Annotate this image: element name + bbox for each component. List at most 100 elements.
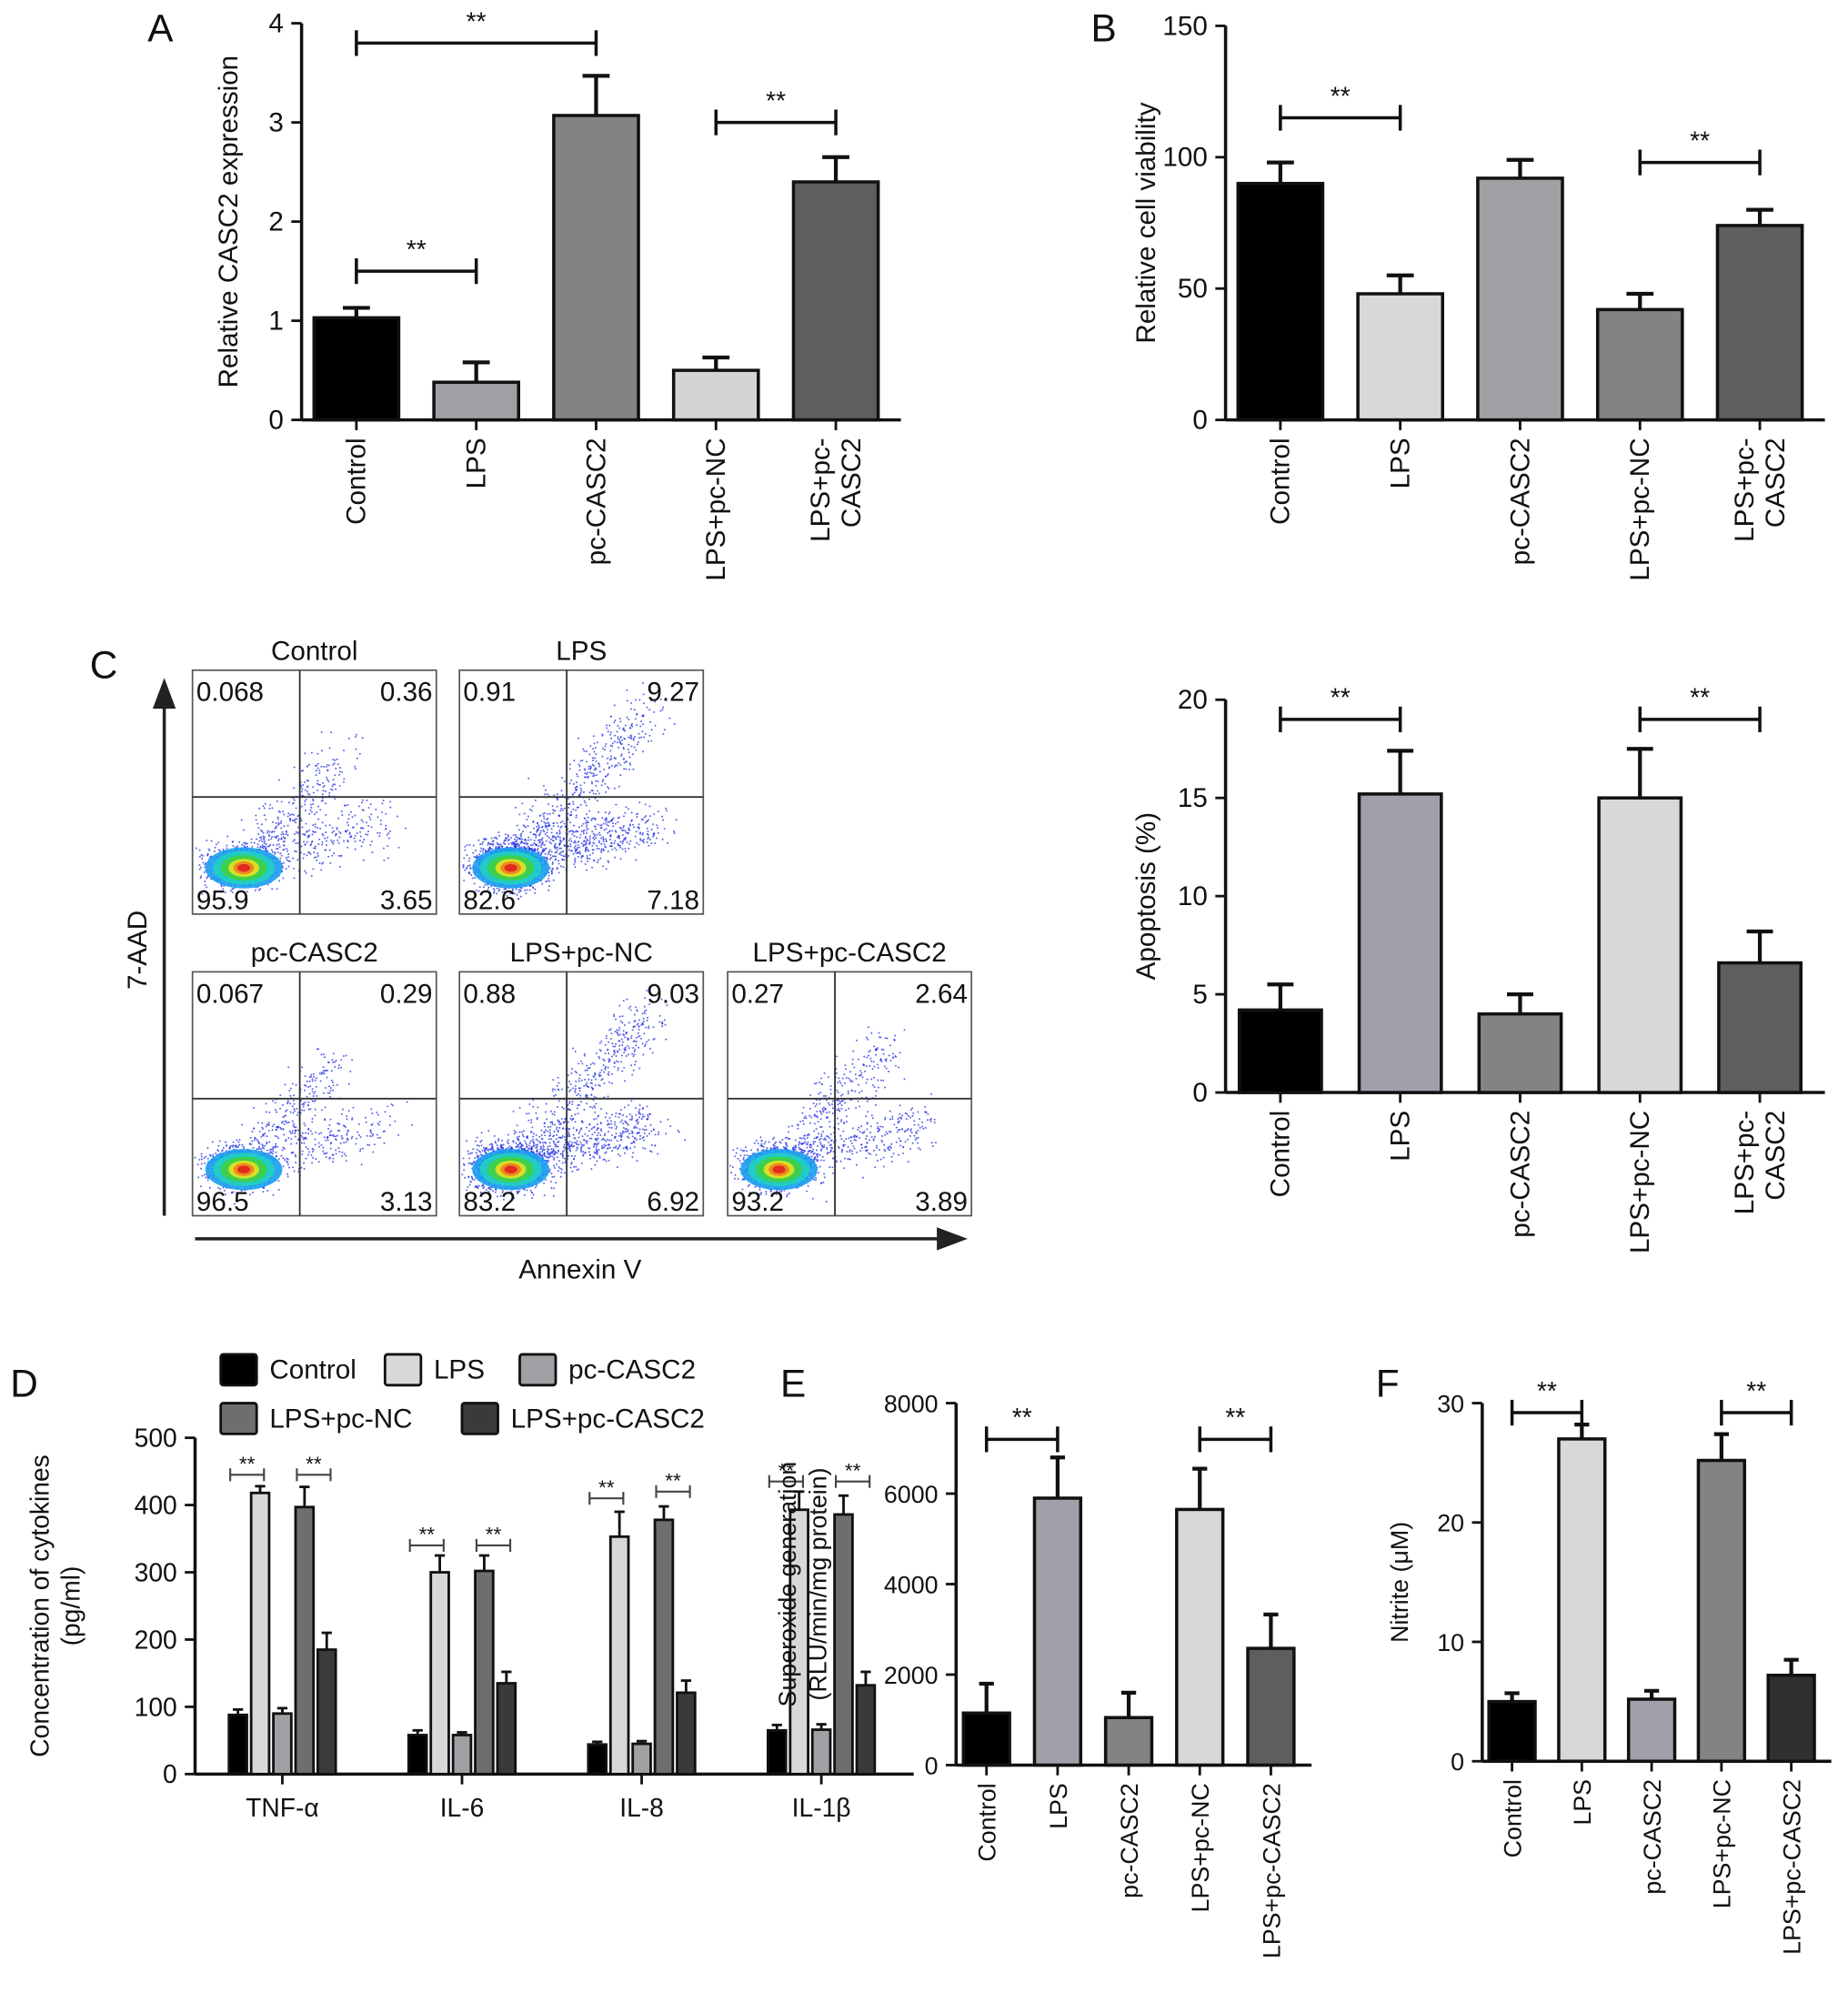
event-dot bbox=[610, 764, 613, 767]
event-dot bbox=[251, 1140, 254, 1142]
event-dot bbox=[200, 1155, 203, 1158]
event-dot bbox=[315, 774, 317, 777]
event-dot bbox=[514, 892, 516, 895]
event-dot bbox=[300, 1166, 303, 1169]
event-dot bbox=[572, 808, 575, 810]
event-dot bbox=[488, 846, 491, 849]
event-dot bbox=[647, 838, 649, 840]
event-dot bbox=[500, 846, 503, 849]
event-dot bbox=[586, 824, 588, 827]
event-dot bbox=[325, 844, 327, 847]
event-dot bbox=[527, 836, 530, 839]
event-dot bbox=[635, 749, 638, 751]
event-dot bbox=[309, 809, 312, 811]
event-dot bbox=[357, 805, 360, 808]
event-dot bbox=[238, 1138, 241, 1141]
event-dot bbox=[287, 1137, 290, 1139]
event-dot bbox=[575, 814, 578, 817]
event-dot bbox=[641, 730, 644, 733]
event-dot bbox=[559, 821, 562, 824]
event-dot bbox=[322, 861, 325, 864]
event-dot bbox=[605, 820, 608, 822]
event-dot bbox=[622, 815, 625, 818]
event-dot bbox=[311, 1147, 314, 1150]
event-dot bbox=[600, 850, 603, 853]
event-dot bbox=[551, 861, 554, 864]
y-tick-label: 1 bbox=[268, 306, 283, 336]
event-dot bbox=[579, 792, 582, 795]
event-dot bbox=[205, 1176, 207, 1179]
event-dot bbox=[267, 1129, 270, 1132]
event-dot bbox=[246, 891, 248, 893]
event-dot bbox=[312, 868, 315, 871]
event-dot bbox=[561, 820, 564, 823]
bar-Control bbox=[961, 1711, 1011, 1767]
event-dot bbox=[533, 842, 536, 845]
event-dot bbox=[289, 1087, 292, 1090]
event-dot bbox=[378, 831, 381, 834]
event-dot bbox=[295, 1161, 297, 1163]
y-tick-label: 150 bbox=[1162, 11, 1207, 41]
x-tick-label: LPS bbox=[1386, 1111, 1416, 1162]
event-dot bbox=[209, 1154, 212, 1157]
event-dot bbox=[333, 762, 336, 765]
event-dot bbox=[497, 843, 500, 846]
event-dot bbox=[658, 810, 660, 813]
event-dot bbox=[588, 791, 591, 794]
event-dot bbox=[367, 833, 369, 836]
event-dot bbox=[638, 843, 640, 846]
event-dot bbox=[636, 724, 638, 727]
event-dot bbox=[310, 810, 313, 813]
event-dot bbox=[576, 785, 578, 788]
event-dot bbox=[313, 1092, 316, 1095]
event-dot bbox=[634, 835, 637, 838]
event-dot bbox=[598, 834, 601, 837]
event-dot bbox=[326, 770, 329, 772]
event-dot bbox=[542, 812, 545, 815]
event-dot bbox=[640, 720, 643, 722]
event-dot bbox=[632, 739, 635, 741]
event-dot bbox=[340, 1112, 343, 1115]
event-dot bbox=[231, 891, 234, 894]
event-dot bbox=[322, 790, 325, 792]
event-dot bbox=[370, 813, 373, 816]
event-dot bbox=[662, 732, 665, 735]
event-dot bbox=[544, 789, 547, 791]
event-dot bbox=[590, 790, 593, 791]
event-dot bbox=[537, 834, 540, 837]
event-dot bbox=[261, 830, 264, 833]
event-dot bbox=[604, 745, 607, 748]
event-dot bbox=[586, 829, 588, 831]
event-dot bbox=[517, 836, 519, 839]
x-tick-label: LPS+pc-NC bbox=[1709, 1779, 1736, 1908]
event-dot bbox=[354, 768, 357, 770]
event-dot bbox=[614, 856, 617, 859]
event-dot bbox=[519, 895, 522, 898]
event-dot bbox=[532, 820, 535, 823]
event-dot bbox=[365, 1121, 367, 1123]
significance-label: ** bbox=[778, 1459, 795, 1482]
event-dot bbox=[305, 871, 307, 874]
event-dot bbox=[629, 701, 632, 704]
event-dot bbox=[359, 1136, 362, 1138]
x-tick-label: Control bbox=[974, 1783, 1001, 1861]
event-dot bbox=[291, 1105, 294, 1108]
event-dot bbox=[335, 1149, 337, 1152]
event-dot bbox=[269, 803, 272, 806]
event-dot bbox=[314, 826, 316, 829]
event-dot bbox=[587, 821, 589, 824]
event-dot bbox=[522, 830, 525, 832]
event-dot bbox=[236, 845, 238, 848]
event-dot bbox=[321, 833, 324, 835]
event-dot bbox=[317, 818, 320, 820]
bar-pc-CASC2 bbox=[1476, 176, 1564, 422]
event-dot bbox=[286, 1109, 288, 1112]
event-dot bbox=[340, 854, 343, 857]
significance-label: ** bbox=[239, 1453, 256, 1475]
event-dot bbox=[547, 853, 549, 856]
event-dot bbox=[544, 822, 547, 825]
event-dot bbox=[561, 777, 564, 780]
event-dot bbox=[386, 833, 388, 836]
event-dot bbox=[642, 693, 645, 696]
event-dot bbox=[630, 811, 633, 814]
